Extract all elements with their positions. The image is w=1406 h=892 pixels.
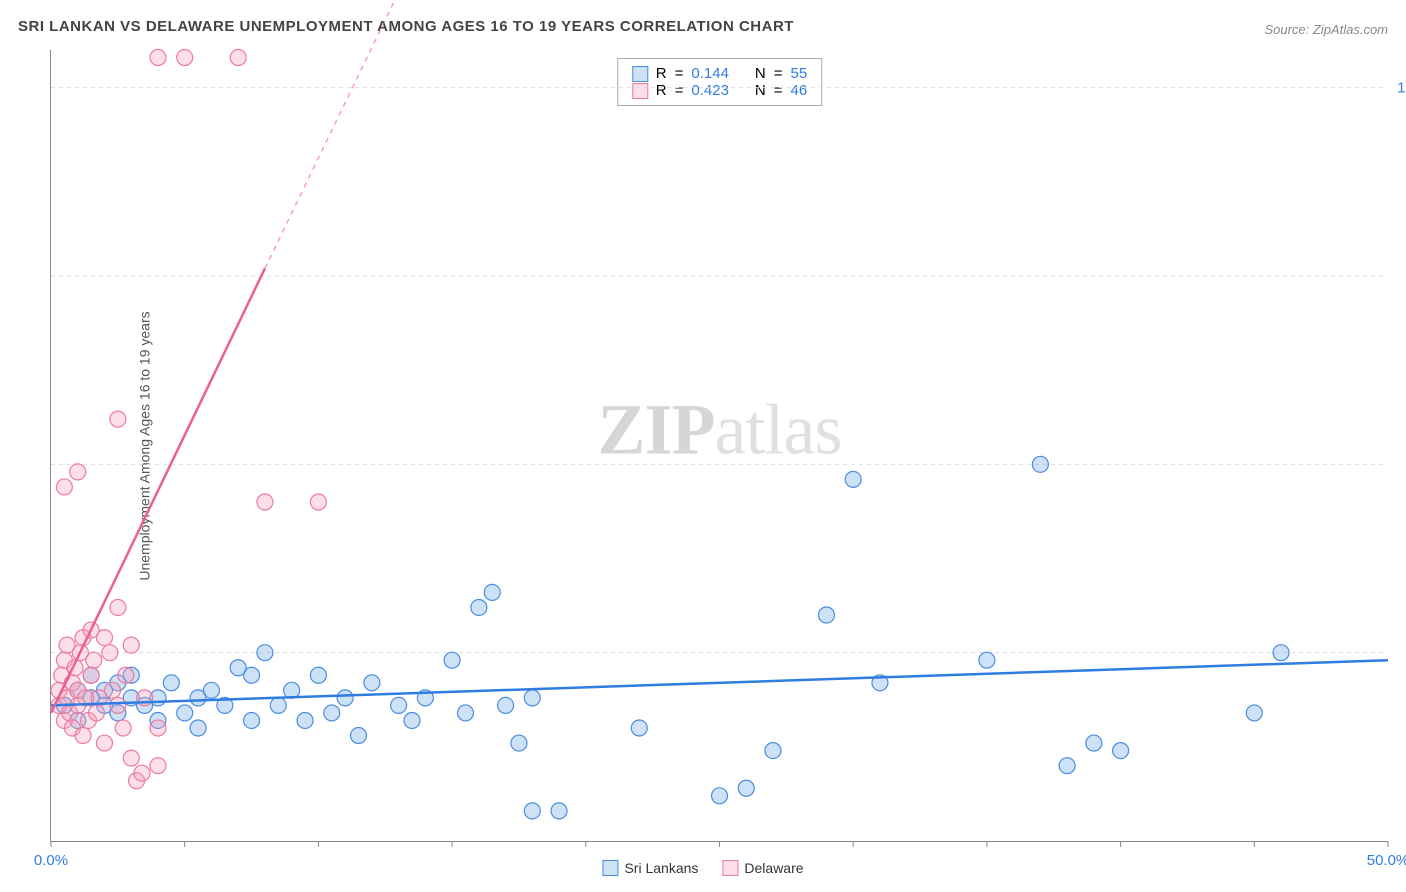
data-point: [845, 471, 861, 487]
data-point: [118, 667, 134, 683]
swatch-sri-lankans-bottom: [602, 860, 618, 876]
data-point: [257, 645, 273, 661]
plot-svg: [51, 50, 1388, 841]
data-point: [444, 652, 460, 668]
data-point: [102, 645, 118, 661]
data-point: [230, 50, 246, 66]
data-point: [1113, 743, 1129, 759]
y-tick-label: 100.0%: [1397, 79, 1406, 96]
data-point: [765, 743, 781, 759]
data-point: [310, 667, 326, 683]
data-point: [56, 479, 72, 495]
data-point: [270, 697, 286, 713]
data-point: [244, 712, 260, 728]
legend-label-sri-lankans: Sri Lankans: [624, 860, 698, 876]
data-point: [524, 803, 540, 819]
data-point: [551, 803, 567, 819]
data-point: [134, 765, 150, 781]
data-point: [190, 720, 206, 736]
data-point: [457, 705, 473, 721]
data-point: [484, 584, 500, 600]
data-point: [1086, 735, 1102, 751]
data-point: [123, 637, 139, 653]
data-point: [364, 675, 380, 691]
data-point: [310, 494, 326, 510]
data-point: [712, 788, 728, 804]
data-point: [738, 780, 754, 796]
data-point: [163, 675, 179, 691]
data-point: [96, 735, 112, 751]
data-point: [524, 690, 540, 706]
data-point: [110, 599, 126, 615]
data-point: [351, 728, 367, 744]
data-point: [177, 50, 193, 66]
data-point: [1246, 705, 1262, 721]
plot-area: ZIPatlas R = 0.144 N = 55 R = 0.423 N = …: [50, 50, 1388, 842]
data-point: [511, 735, 527, 751]
data-point: [244, 667, 260, 683]
data-point: [123, 750, 139, 766]
x-tick-label: 50.0%: [1367, 852, 1406, 869]
data-point: [1273, 645, 1289, 661]
data-point: [257, 494, 273, 510]
data-point: [1059, 758, 1075, 774]
data-point: [110, 697, 126, 713]
data-point: [115, 720, 131, 736]
data-point: [324, 705, 340, 721]
legend-label-delaware: Delaware: [744, 860, 803, 876]
data-point: [203, 682, 219, 698]
legend-item-delaware: Delaware: [722, 860, 803, 876]
swatch-delaware-bottom: [722, 860, 738, 876]
legend-item-sri-lankans: Sri Lankans: [602, 860, 698, 876]
data-point: [404, 712, 420, 728]
data-point: [297, 712, 313, 728]
data-point: [88, 705, 104, 721]
data-point: [498, 697, 514, 713]
trend-line-delaware-extrapolated: [265, 0, 425, 268]
data-point: [177, 705, 193, 721]
data-point: [150, 720, 166, 736]
legend-series: Sri Lankans Delaware: [602, 860, 803, 876]
trend-line-delaware: [51, 268, 265, 712]
data-point: [1032, 456, 1048, 472]
data-point: [150, 758, 166, 774]
data-point: [391, 697, 407, 713]
chart-title: SRI LANKAN VS DELAWARE UNEMPLOYMENT AMON…: [18, 18, 794, 35]
source-attribution: Source: ZipAtlas.com: [1264, 22, 1388, 37]
data-point: [83, 667, 99, 683]
data-point: [86, 652, 102, 668]
data-point: [337, 690, 353, 706]
x-tick-label: 0.0%: [34, 852, 68, 869]
data-point: [70, 464, 86, 480]
data-point: [110, 411, 126, 427]
data-point: [631, 720, 647, 736]
data-point: [818, 607, 834, 623]
data-point: [979, 652, 995, 668]
data-point: [150, 50, 166, 66]
data-point: [471, 599, 487, 615]
data-point: [105, 682, 121, 698]
data-point: [75, 728, 91, 744]
data-point: [96, 630, 112, 646]
